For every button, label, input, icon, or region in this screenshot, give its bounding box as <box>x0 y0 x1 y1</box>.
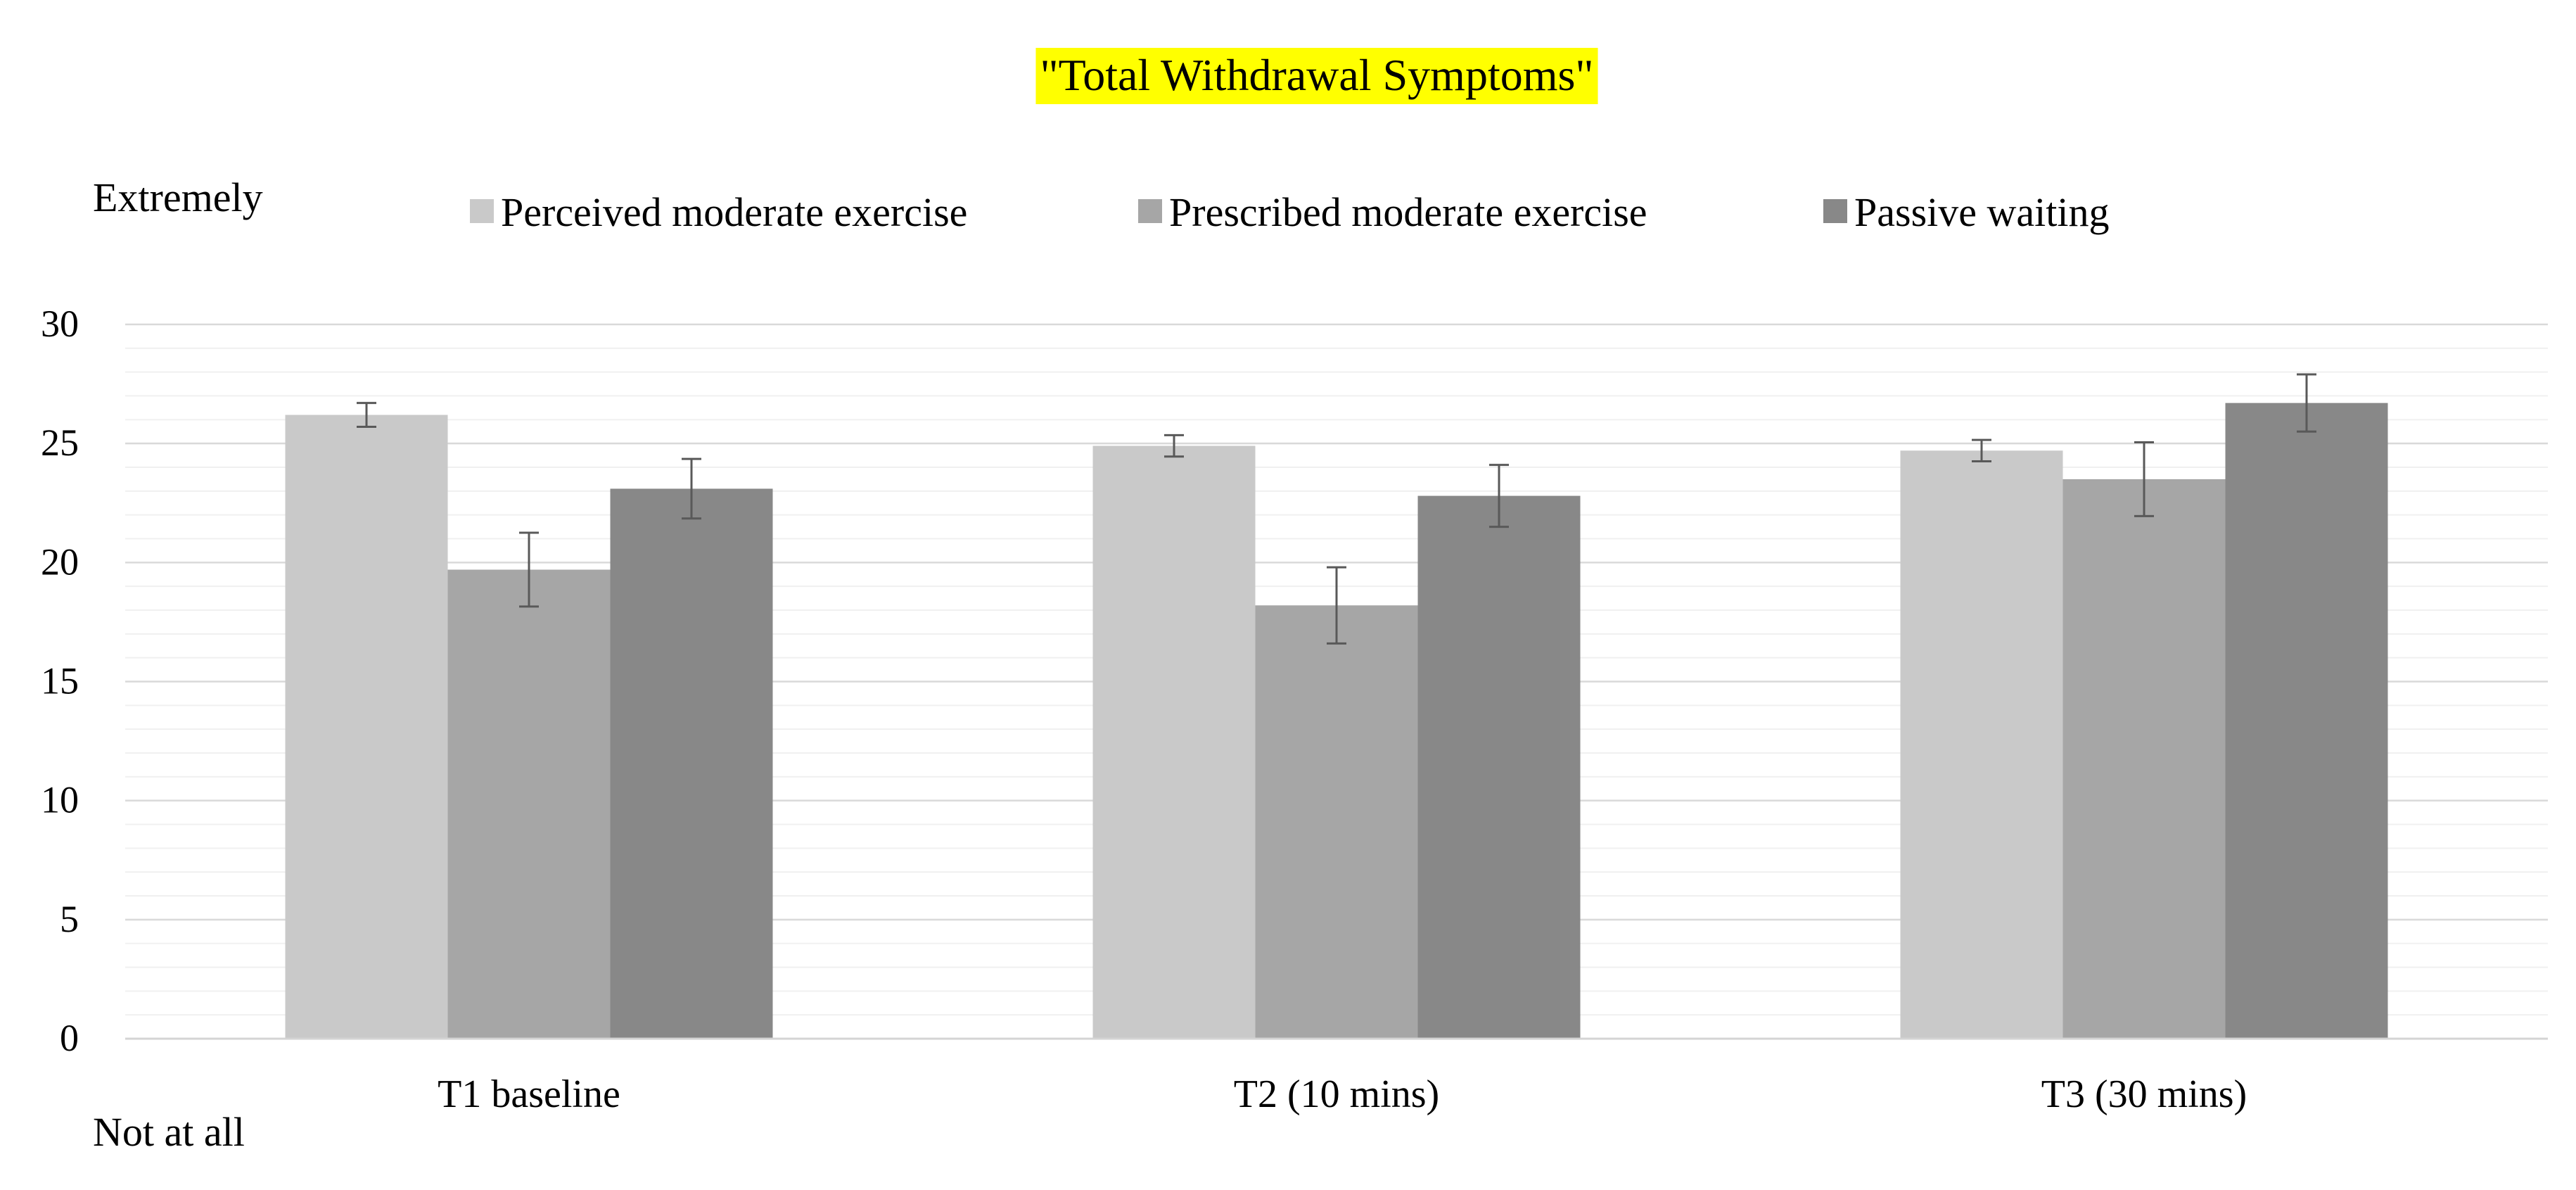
y-tick-label: 5 <box>60 898 79 940</box>
legend-item: Perceived moderate exercise <box>470 189 967 235</box>
bar-prescribed-moderate-exercise-3 <box>2062 479 2226 1039</box>
legend-swatch <box>470 199 494 223</box>
error-bar <box>1489 464 1509 528</box>
y-tick-label: 10 <box>41 779 79 821</box>
legend: Perceived moderate exercise Prescribed mo… <box>470 189 2109 235</box>
legend-label: Passive waiting <box>1854 189 2109 235</box>
bottom-annotation: Not at all <box>93 1109 245 1155</box>
error-bar <box>1327 566 1346 645</box>
error-bar <box>2134 441 2154 517</box>
bar-passive-waiting-2 <box>1417 495 1581 1039</box>
x-category-label: T3 (30 mins) <box>2041 1072 2247 1116</box>
bar-perceived-moderate-exercise-1 <box>285 414 448 1039</box>
legend-label: Perceived moderate exercise <box>501 189 967 235</box>
error-bar <box>682 457 701 520</box>
error-bar <box>519 531 539 608</box>
error-bar <box>357 402 376 428</box>
bar-perceived-moderate-exercise-2 <box>1092 445 1256 1039</box>
error-bar <box>1164 433 1184 458</box>
top-annotation: Extremely <box>93 175 263 220</box>
bar-passive-waiting-3 <box>2225 403 2388 1039</box>
y-tick-label: 15 <box>41 660 79 702</box>
x-category-label: T2 (10 mins) <box>1234 1072 1439 1116</box>
title-highlight <box>1035 48 1598 104</box>
legend-item: Prescribed moderate exercise <box>1138 189 1647 235</box>
error-bars <box>357 373 2316 645</box>
y-tick-label: 0 <box>60 1017 79 1059</box>
error-bar <box>2297 373 2316 433</box>
labels: T1 baseline T2 (10 mins) T3 (30 mins) "Tota… <box>93 48 2247 1155</box>
error-bar <box>1972 438 1991 463</box>
x-category-label: T1 baseline <box>438 1072 620 1116</box>
bar-passive-waiting-1 <box>610 488 773 1039</box>
y-tick-label: 30 <box>41 303 79 345</box>
bars <box>285 403 2388 1039</box>
bar-prescribed-moderate-exercise-2 <box>1255 605 1418 1039</box>
legend-swatch <box>1823 199 1847 223</box>
y-tick-label: 20 <box>41 540 79 583</box>
y-tick-label: 25 <box>41 422 79 464</box>
axes: 0 5 10 15 20 25 30 <box>41 303 2548 1059</box>
chart-title: "Total Withdrawal Symptoms" <box>1040 50 1593 100</box>
legend-item: Passive waiting <box>1823 189 2109 235</box>
legend-label: Prescribed moderate exercise <box>1169 189 1647 235</box>
legend-swatch <box>1138 199 1162 223</box>
bar-perceived-moderate-exercise-3 <box>1900 450 2063 1039</box>
bar-prescribed-moderate-exercise-1 <box>447 569 611 1039</box>
